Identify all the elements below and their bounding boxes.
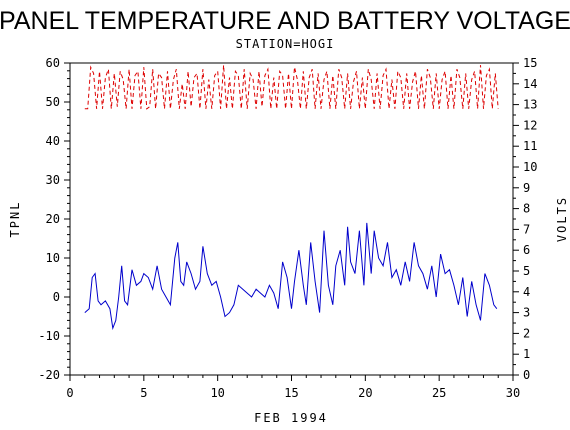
y-left-tick-label: -20 (38, 368, 60, 382)
y-left-tick-label: 60 (46, 56, 60, 70)
y-right-tick-label: 0 (523, 368, 530, 382)
x-tick-label: 15 (284, 386, 298, 400)
y-right-tick-label: 9 (523, 181, 530, 195)
y-left-tick-label: 40 (46, 134, 60, 148)
y-right-tick-label: 6 (523, 243, 530, 257)
plot-frame (69, 62, 514, 376)
y-right-tick-label: 4 (523, 285, 530, 299)
y-left-tick-label: 50 (46, 95, 60, 109)
series-layer (84, 65, 499, 331)
y-axis-left-label: TPNL (8, 201, 22, 238)
y-left-tick-label: 30 (46, 173, 60, 187)
series-line-tpnl (84, 222, 498, 331)
y-axis-left: -20 -10 0 10 20 30 40 50 60 (38, 56, 70, 382)
x-axis: 0 5 10 15 20 25 30 (66, 375, 520, 400)
y-right-tick-label: 15 (523, 56, 537, 70)
y-right-tick-label: 11 (523, 139, 537, 153)
x-tick-label: 10 (210, 386, 224, 400)
y-right-tick-label: 12 (523, 118, 537, 132)
y-left-tick-label: 10 (46, 251, 60, 265)
x-tick-label: 0 (66, 386, 73, 400)
y-right-tick-label: 2 (523, 326, 530, 340)
y-left-tick-label: 20 (46, 212, 60, 226)
x-tick-label: 25 (432, 386, 446, 400)
y-right-tick-label: 3 (523, 306, 530, 320)
y-right-tick-label: 13 (523, 98, 537, 112)
y-right-tick-label: 10 (523, 160, 537, 174)
y-right-tick-label: 7 (523, 222, 530, 236)
chart-subtitle: STATION=HOGI (236, 37, 335, 51)
series-line-volts (84, 65, 499, 110)
x-axis-label: FEB 1994 (254, 411, 328, 425)
y-right-tick-label: 5 (523, 264, 530, 278)
y-right-tick-label: 1 (523, 347, 530, 361)
y-axis-right-label: VOLTS (555, 196, 569, 242)
y-left-tick-label: 0 (53, 290, 60, 304)
chart-title: PANEL TEMPERATURE AND BATTERY VOLTAGE (0, 7, 570, 35)
y-right-tick-label: 14 (523, 77, 537, 91)
y-right-tick-label: 8 (523, 202, 530, 216)
x-tick-label: 5 (140, 386, 147, 400)
x-tick-label: 30 (506, 386, 520, 400)
x-tick-label: 20 (358, 386, 372, 400)
y-left-tick-label: -10 (38, 329, 60, 343)
